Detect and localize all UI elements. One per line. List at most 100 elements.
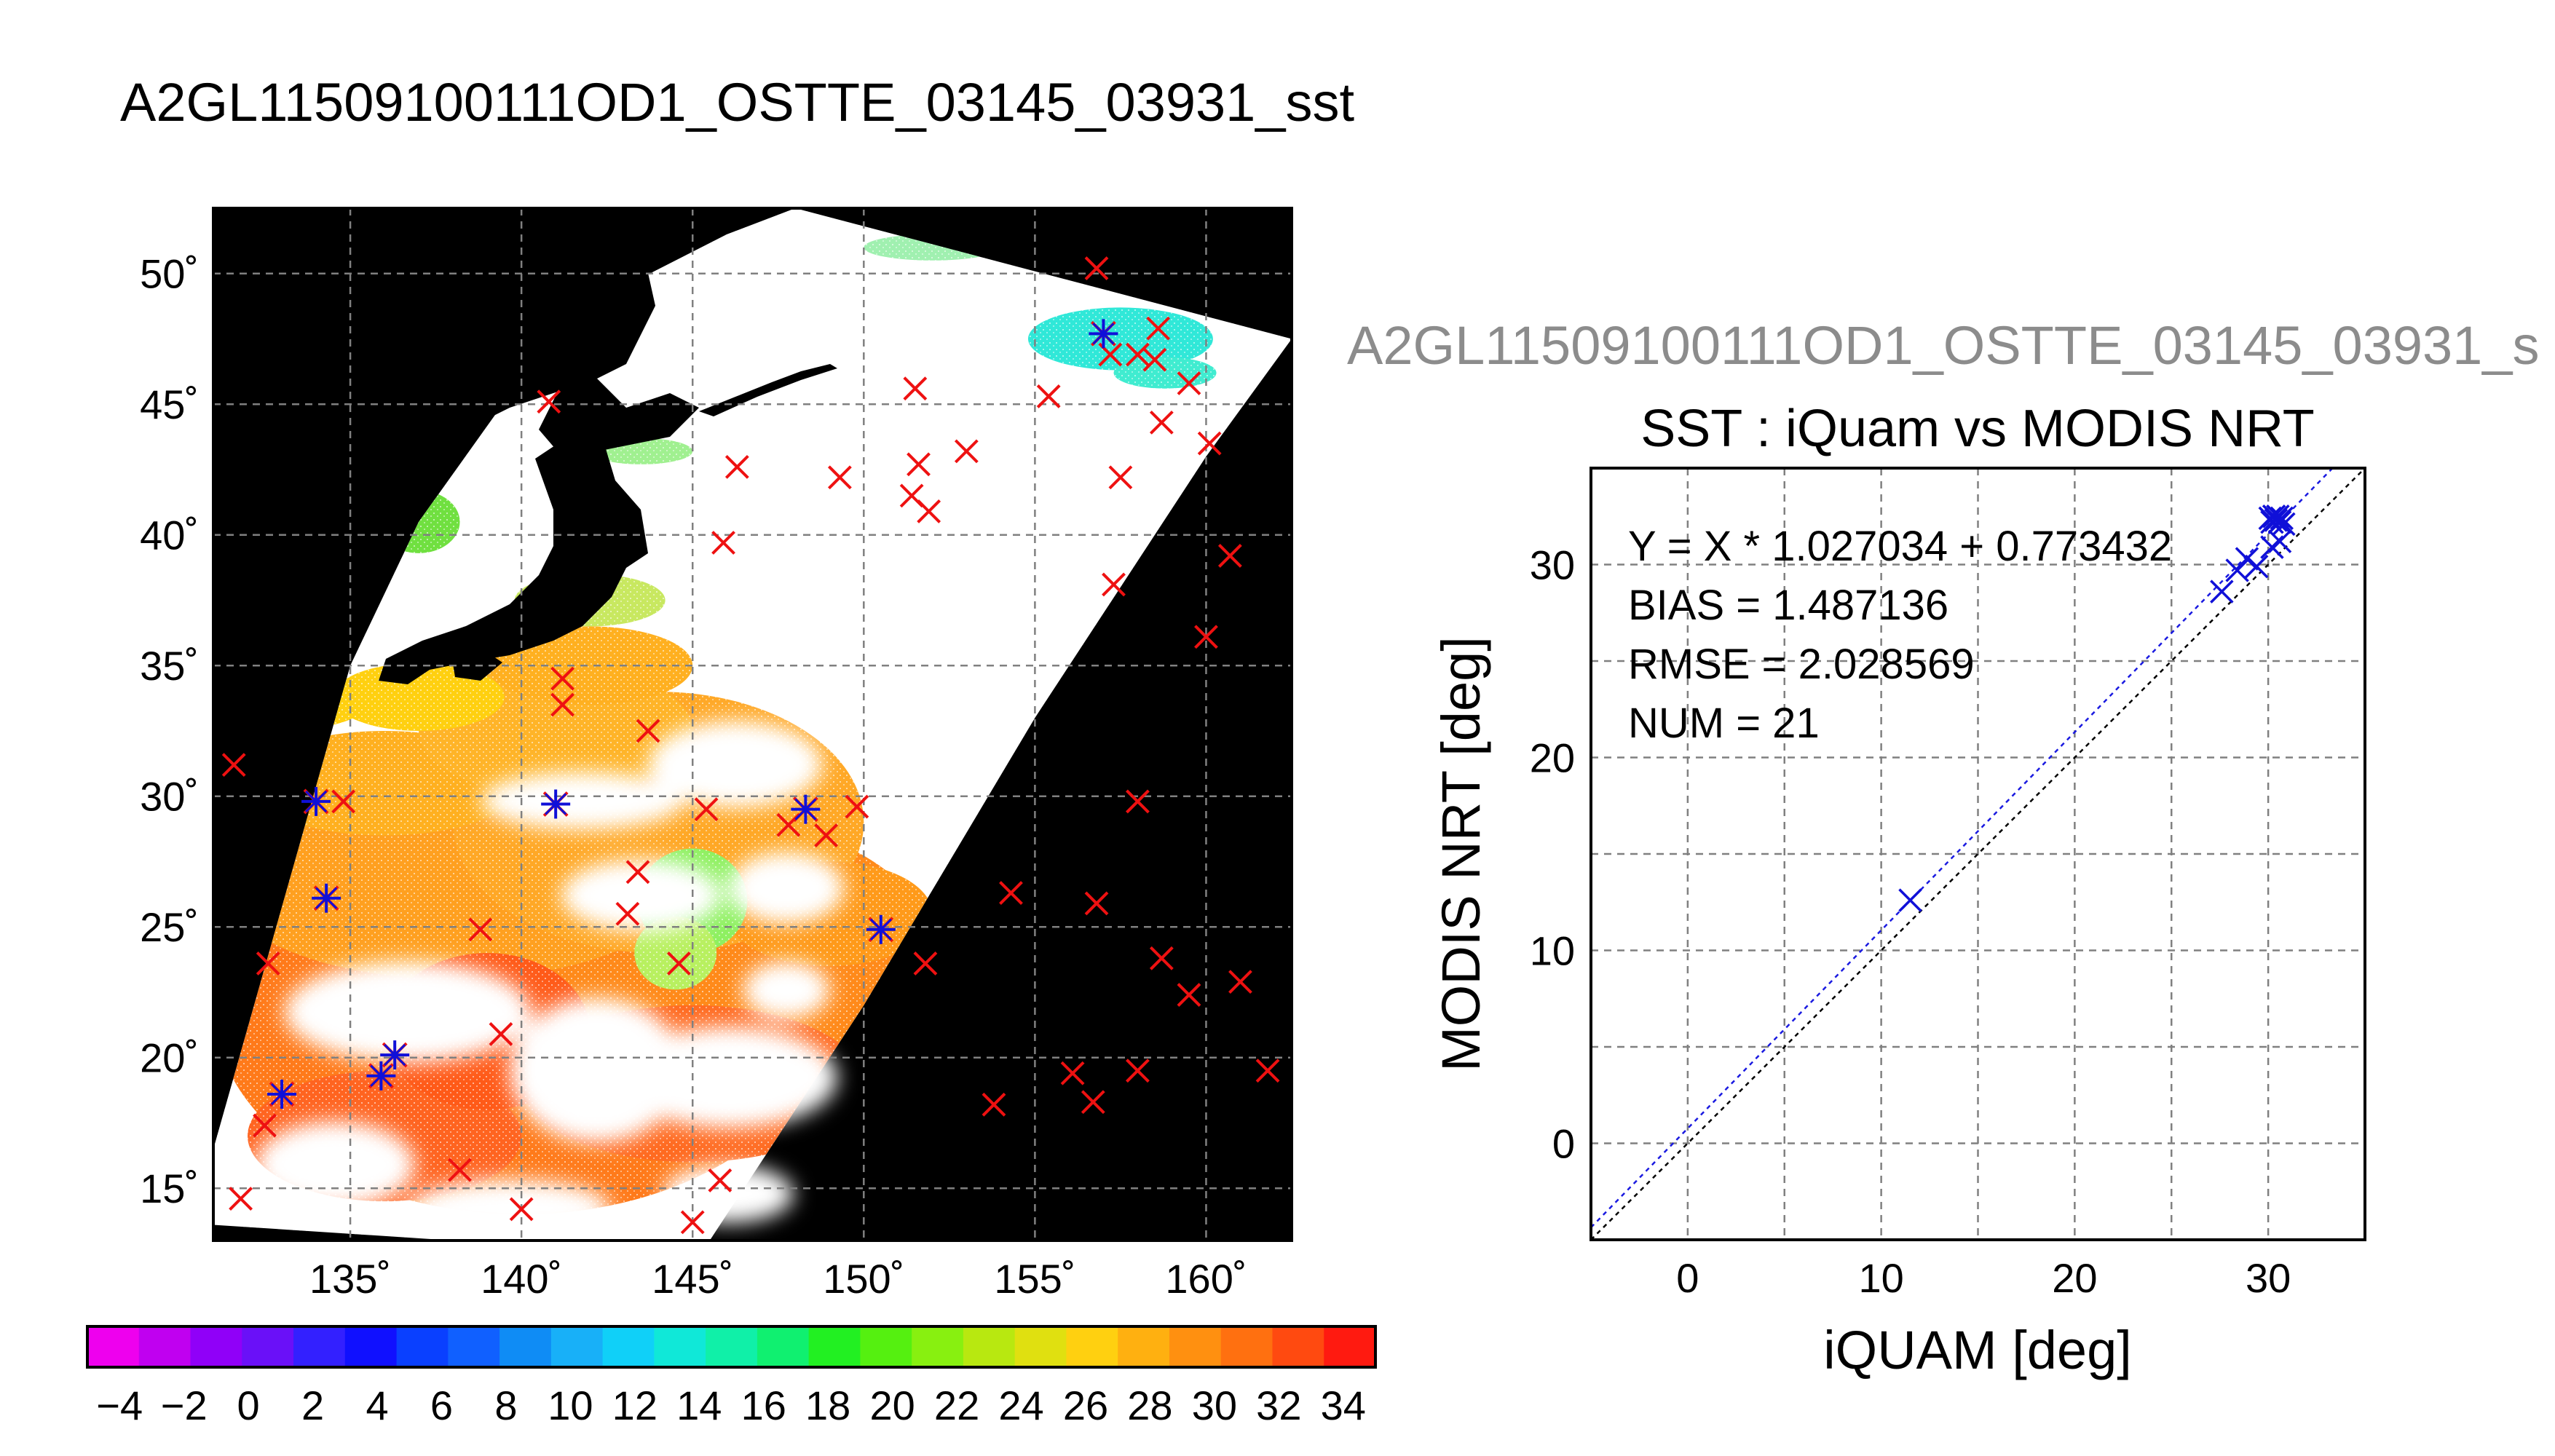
colorbar-tick-label: −2: [161, 1382, 208, 1428]
fit-line: [1591, 468, 2334, 1228]
matchup-markers: [267, 319, 1118, 1109]
colorbar-swatch: [448, 1326, 500, 1367]
colorbar-tick-label: 2: [301, 1382, 324, 1428]
unmatched-marker: [954, 439, 979, 464]
map-x-tick-label: 155˚: [994, 1256, 1075, 1302]
scatter-point: [2244, 554, 2269, 579]
colorbar-tick-label: 22: [934, 1382, 979, 1428]
matchup-marker: [380, 1040, 410, 1070]
unmatched-marker: [694, 797, 719, 822]
colorbar-swatch: [138, 1326, 191, 1367]
unmatched-marker: [468, 917, 493, 942]
land-hokkaido: [539, 379, 699, 455]
colorbar-tick-label: 34: [1321, 1382, 1366, 1428]
scatter-point: [2235, 547, 2259, 571]
scatter-point: [1898, 888, 1922, 912]
unmatched-marker: [1217, 544, 1242, 568]
map-y-tick-label: 20˚: [140, 1035, 199, 1081]
map-frame: [212, 207, 1293, 1242]
colorbar-swatch: [87, 1326, 140, 1367]
unmatched-marker: [1036, 384, 1061, 408]
colorbar-swatch: [550, 1326, 604, 1367]
land-masks: [213, 208, 837, 728]
fit-equation: Y = X * 1.027034 + 0.773432: [1628, 523, 2172, 570]
unmatched-marker: [1149, 946, 1174, 970]
scatter-grid: [1591, 468, 2365, 1240]
unmatched-marker: [1228, 970, 1252, 994]
unmatched-marker: [827, 465, 852, 490]
unmatched-marker: [1177, 983, 1201, 1007]
scatter-x-tick-labels: 0 10 20 30: [1676, 1255, 2291, 1301]
scatter-point: [2270, 506, 2294, 531]
unmatched-marker: [509, 1197, 534, 1222]
unmatched-marker: [913, 951, 938, 976]
unmatched-marker: [636, 719, 660, 743]
unmatched-marker: [1084, 891, 1109, 916]
land-honshu: [379, 437, 648, 684]
colorbar-swatch: [344, 1326, 398, 1367]
unmatched-marker: [615, 901, 640, 926]
unmatched-marker: [1126, 342, 1150, 367]
unmatched-marker: [1126, 789, 1150, 814]
map-y-tick-label: 45˚: [140, 381, 199, 427]
matchup-marker: [1089, 319, 1118, 349]
unmatched-marker: [917, 499, 941, 523]
map-y-tick-labels: 15˚ 20˚ 25˚ 30˚ 35˚ 40˚ 45˚ 50˚: [140, 251, 199, 1211]
scatter-frame: [1590, 467, 2366, 1241]
matchup-marker: [301, 786, 331, 816]
scatter-y-tick-label: 30: [1530, 542, 1575, 588]
colorbar-swatch: [912, 1326, 964, 1367]
colorbar-swatch: [293, 1326, 346, 1367]
map-y-tick-label: 25˚: [140, 904, 199, 950]
unmatched-marker: [489, 1021, 513, 1046]
map-grid: [213, 208, 1292, 1241]
colorbar-swatch: [654, 1326, 706, 1367]
unmatched-marker: [999, 881, 1023, 905]
unmatched-marker: [1197, 431, 1222, 456]
scatter-point: [2225, 558, 2249, 582]
matchup-marker: [366, 1061, 396, 1091]
scatter-point: [2210, 579, 2234, 604]
unmatched-marker: [1177, 371, 1201, 395]
colorbar-swatch: [1066, 1326, 1118, 1367]
land-kyushu: [451, 648, 502, 681]
land-kurils: [699, 364, 837, 416]
scatter-points: [1898, 505, 2296, 912]
unmatched-marker: [708, 1168, 732, 1192]
unmatched-marker: [1126, 1059, 1150, 1083]
unmatched-marker: [814, 823, 838, 847]
identity-line: [1591, 468, 2365, 1240]
unmatched-marker: [221, 753, 246, 778]
unmatched-marker: [1146, 316, 1171, 341]
colorbar-tick-label: 4: [366, 1382, 388, 1428]
colorbar-swatch: [808, 1326, 861, 1367]
unmatched-marker: [1149, 410, 1174, 435]
scatter-point: [2264, 508, 2288, 532]
scatter-stats: Y = X * 1.027034 + 0.773432 BIAS = 1.487…: [1628, 523, 2172, 747]
land-sakhalin: [583, 218, 641, 364]
unmatched-marker: [982, 1092, 1006, 1117]
colorbar-frame: [86, 1325, 1377, 1369]
scatter-y-tick-label: 0: [1552, 1121, 1575, 1167]
scatter-point: [2266, 505, 2290, 529]
colorbar-swatch: [963, 1326, 1016, 1367]
unmatched-marker: [550, 666, 574, 691]
scatter-x-tick-label: 0: [1676, 1255, 1699, 1301]
unmatched-marker: [1194, 625, 1218, 649]
scatter-panel: 0 10 20 30 0 10 20 30 Y = X * 1.027034 + 0.773…: [1431, 467, 2366, 1380]
colorbar-swatch: [1169, 1326, 1222, 1367]
unmatched-marker: [903, 376, 928, 401]
colorbar-tick-label: 0: [237, 1382, 260, 1428]
colorbar-swatch: [860, 1326, 912, 1367]
colorbar-tick-label: 8: [494, 1382, 517, 1428]
unmatched-marker: [625, 860, 650, 885]
unmatched-marker: [1255, 1059, 1280, 1083]
colorbar-tick-label: 18: [805, 1382, 850, 1428]
num-value: NUM = 21: [1628, 700, 1820, 747]
matchup-marker: [267, 1079, 297, 1109]
colorbar-swatch: [1014, 1326, 1067, 1367]
map-panel: 135˚ 140˚ 145˚ 150˚ 155˚ 160˚ 15˚ 20˚ 25˚ 30˚ 35˚…: [140, 207, 1293, 1302]
map-x-tick-label: 135˚: [309, 1256, 391, 1302]
unmatched-marker: [1108, 465, 1133, 490]
